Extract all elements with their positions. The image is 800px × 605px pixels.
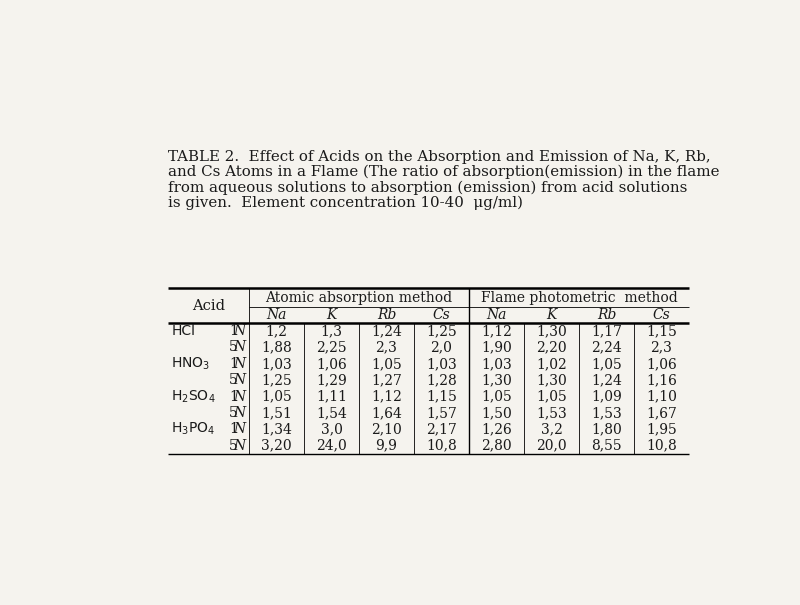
- Text: N: N: [234, 390, 246, 404]
- Text: 1,90: 1,90: [481, 341, 512, 355]
- Text: 1,53: 1,53: [536, 406, 567, 420]
- Text: 1,12: 1,12: [371, 390, 402, 404]
- Text: Atomic absorption method: Atomic absorption method: [266, 291, 453, 305]
- Text: Cs: Cs: [433, 308, 450, 322]
- Text: K: K: [546, 308, 557, 322]
- Text: H$_2$SO$_4$: H$_2$SO$_4$: [171, 388, 216, 405]
- Text: 1,03: 1,03: [261, 357, 292, 371]
- Text: 2,3: 2,3: [650, 341, 673, 355]
- Text: 1,06: 1,06: [316, 357, 347, 371]
- Text: HCl: HCl: [171, 324, 195, 338]
- Text: K: K: [326, 308, 337, 322]
- Text: 2,25: 2,25: [316, 341, 346, 355]
- Text: 1,57: 1,57: [426, 406, 457, 420]
- Text: 1,24: 1,24: [591, 373, 622, 387]
- Text: 5: 5: [230, 373, 238, 387]
- Text: 1,53: 1,53: [591, 406, 622, 420]
- Text: 1,05: 1,05: [261, 390, 292, 404]
- Text: Rb: Rb: [377, 308, 396, 322]
- Text: 1,27: 1,27: [371, 373, 402, 387]
- Text: is given.  Element concentration 10-40  μg/ml): is given. Element concentration 10-40 μg…: [168, 196, 523, 210]
- Text: N: N: [234, 341, 246, 355]
- Text: 1,67: 1,67: [646, 406, 677, 420]
- Text: N: N: [234, 357, 246, 371]
- Text: 1,30: 1,30: [536, 373, 567, 387]
- Text: 1,51: 1,51: [261, 406, 292, 420]
- Text: Cs: Cs: [653, 308, 670, 322]
- Text: 5: 5: [230, 439, 238, 453]
- Text: 1,05: 1,05: [536, 390, 567, 404]
- Text: 1,3: 1,3: [321, 324, 342, 338]
- Text: 3,0: 3,0: [321, 422, 342, 436]
- Text: 1,05: 1,05: [371, 357, 402, 371]
- Text: H$_3$PO$_4$: H$_3$PO$_4$: [171, 421, 215, 437]
- Text: 1,95: 1,95: [646, 422, 677, 436]
- Text: 1,30: 1,30: [536, 324, 567, 338]
- Text: 1: 1: [229, 357, 238, 371]
- Text: 1,17: 1,17: [591, 324, 622, 338]
- Text: 1,2: 1,2: [266, 324, 287, 338]
- Text: 5: 5: [230, 406, 238, 420]
- Text: 1: 1: [229, 422, 238, 436]
- Text: 1,54: 1,54: [316, 406, 347, 420]
- Text: 1: 1: [229, 324, 238, 338]
- Text: N: N: [234, 406, 246, 420]
- Text: 2,20: 2,20: [536, 341, 566, 355]
- Text: 3,20: 3,20: [261, 439, 292, 453]
- Text: 5: 5: [230, 341, 238, 355]
- Text: from aqueous solutions to absorption (emission) from acid solutions: from aqueous solutions to absorption (em…: [168, 180, 687, 195]
- Text: 1,34: 1,34: [261, 422, 292, 436]
- Text: TABLE 2.  Effect of Acids on the Absorption and Emission of Na, K, Rb,: TABLE 2. Effect of Acids on the Absorpti…: [168, 149, 711, 163]
- Text: Na: Na: [486, 308, 506, 322]
- Text: 1,28: 1,28: [426, 373, 457, 387]
- Text: 20,0: 20,0: [536, 439, 566, 453]
- Text: 1,29: 1,29: [316, 373, 347, 387]
- Text: 1,26: 1,26: [481, 422, 512, 436]
- Text: 2,17: 2,17: [426, 422, 457, 436]
- Text: 1,03: 1,03: [426, 357, 457, 371]
- Text: 1,15: 1,15: [646, 324, 677, 338]
- Text: 2,24: 2,24: [591, 341, 622, 355]
- Text: 1,50: 1,50: [481, 406, 512, 420]
- Text: HNO$_3$: HNO$_3$: [171, 356, 210, 372]
- Text: 2,80: 2,80: [481, 439, 512, 453]
- Text: 1,11: 1,11: [316, 390, 347, 404]
- Text: 1,64: 1,64: [371, 406, 402, 420]
- Text: 1,05: 1,05: [591, 357, 622, 371]
- Text: 1,25: 1,25: [261, 373, 292, 387]
- Text: Flame photometric  method: Flame photometric method: [481, 291, 678, 305]
- Text: 1,25: 1,25: [426, 324, 457, 338]
- Text: 1: 1: [229, 390, 238, 404]
- Text: 8,55: 8,55: [591, 439, 622, 453]
- Text: 1,02: 1,02: [536, 357, 567, 371]
- Text: 1,30: 1,30: [481, 373, 512, 387]
- Text: N: N: [234, 373, 246, 387]
- Text: 1,16: 1,16: [646, 373, 677, 387]
- Text: 1,03: 1,03: [481, 357, 512, 371]
- Text: 10,8: 10,8: [646, 439, 677, 453]
- Text: 1,05: 1,05: [481, 390, 512, 404]
- Text: 10,8: 10,8: [426, 439, 457, 453]
- Text: 1,12: 1,12: [481, 324, 512, 338]
- Text: N: N: [234, 324, 246, 338]
- Text: Acid: Acid: [192, 299, 225, 313]
- Text: 3,2: 3,2: [541, 422, 562, 436]
- Text: N: N: [234, 422, 246, 436]
- Text: N: N: [234, 439, 246, 453]
- Text: 1,15: 1,15: [426, 390, 457, 404]
- Text: 1,10: 1,10: [646, 390, 677, 404]
- Text: 1,09: 1,09: [591, 390, 622, 404]
- Text: Rb: Rb: [597, 308, 616, 322]
- Text: 1,88: 1,88: [261, 341, 292, 355]
- Text: Na: Na: [266, 308, 286, 322]
- Text: 9,9: 9,9: [375, 439, 398, 453]
- Text: and Cs Atoms in a Flame (The ratio of absorption(emission) in the flame: and Cs Atoms in a Flame (The ratio of ab…: [168, 165, 720, 180]
- Text: 2,0: 2,0: [430, 341, 452, 355]
- Text: 1,24: 1,24: [371, 324, 402, 338]
- Text: 2,3: 2,3: [375, 341, 398, 355]
- Text: 1,80: 1,80: [591, 422, 622, 436]
- Text: 2,10: 2,10: [371, 422, 402, 436]
- Text: 1,06: 1,06: [646, 357, 677, 371]
- Text: 24,0: 24,0: [316, 439, 347, 453]
